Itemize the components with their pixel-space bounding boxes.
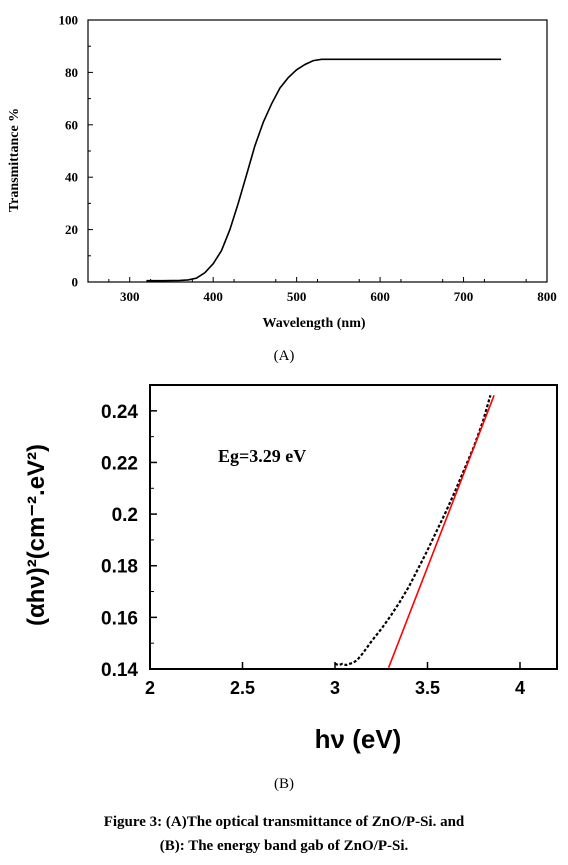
chart-b-series-data <box>334 394 492 667</box>
chart-b-frame <box>149 384 558 670</box>
chart-b-ytick-label: 0.2 <box>112 505 138 526</box>
chart-a-ytick-label: 60 <box>65 117 78 132</box>
chart-b-annotation: Eg=3.29 eV <box>218 446 306 466</box>
chart-b-xtick-label: 2 <box>145 678 155 698</box>
chart-a-xtick-label: 400 <box>203 289 223 304</box>
chart-b-series-fit <box>387 395 495 668</box>
chart-b-ylabel: (αhν)²(cm⁻².eV²) <box>23 444 50 626</box>
chart-b-xlabel: hν (eV) <box>315 724 402 754</box>
panel-a-label: (A) <box>273 348 295 364</box>
figure-caption-line1: Figure 3: (A)The optical transmittance o… <box>103 814 465 830</box>
chart-b-ytick-label: 0.18 <box>101 557 138 578</box>
chart-a-xtick-label: 300 <box>120 289 140 304</box>
chart-b: 2 2.5 3 3.5 4 0.14 0.16 0.18 0.2 0.22 0.24 Eg=3.29… <box>23 384 558 754</box>
chart-a-ytick-label: 100 <box>59 13 79 28</box>
chart-a-ylabel: Transmittance % <box>7 108 22 212</box>
chart-a-series-line <box>146 58 502 282</box>
chart-a-ytick-label: 80 <box>65 65 78 80</box>
chart-b-ytick-label: 0.14 <box>101 660 138 681</box>
chart-b-ytick-label: 0.24 <box>101 402 138 423</box>
chart-b-xtick-label: 2.5 <box>230 678 255 698</box>
chart-b-ytick-label: 0.22 <box>101 453 138 474</box>
chart-b-ytick-label: 0.16 <box>101 608 138 629</box>
chart-a-ytick-label: 0 <box>72 275 79 290</box>
chart-a-ytick-label: 20 <box>65 222 78 237</box>
chart-a-xtick-label: 500 <box>287 289 307 304</box>
chart-a-xtick-label: 700 <box>454 289 474 304</box>
chart-b-xtick-label: 4 <box>515 678 525 698</box>
chart-a-xlabel: Wavelength (nm) <box>262 316 365 331</box>
chart-a-ytick-label: 40 <box>65 170 78 185</box>
figure-caption-line2: (B): The energy band gab of ZnO/P-Si. <box>159 838 409 854</box>
chart-b-xtick-label: 3.5 <box>415 678 440 698</box>
panel-b-label: (B) <box>274 776 294 792</box>
chart-b-xtick-label: 3 <box>330 678 340 698</box>
chart-a-xtick-label: 600 <box>370 289 390 304</box>
chart-a-xtick-label: 800 <box>537 289 557 304</box>
chart-a: 300 400 500 600 700 800 0 20 40 60 80 100 Wavelengt… <box>7 13 557 332</box>
